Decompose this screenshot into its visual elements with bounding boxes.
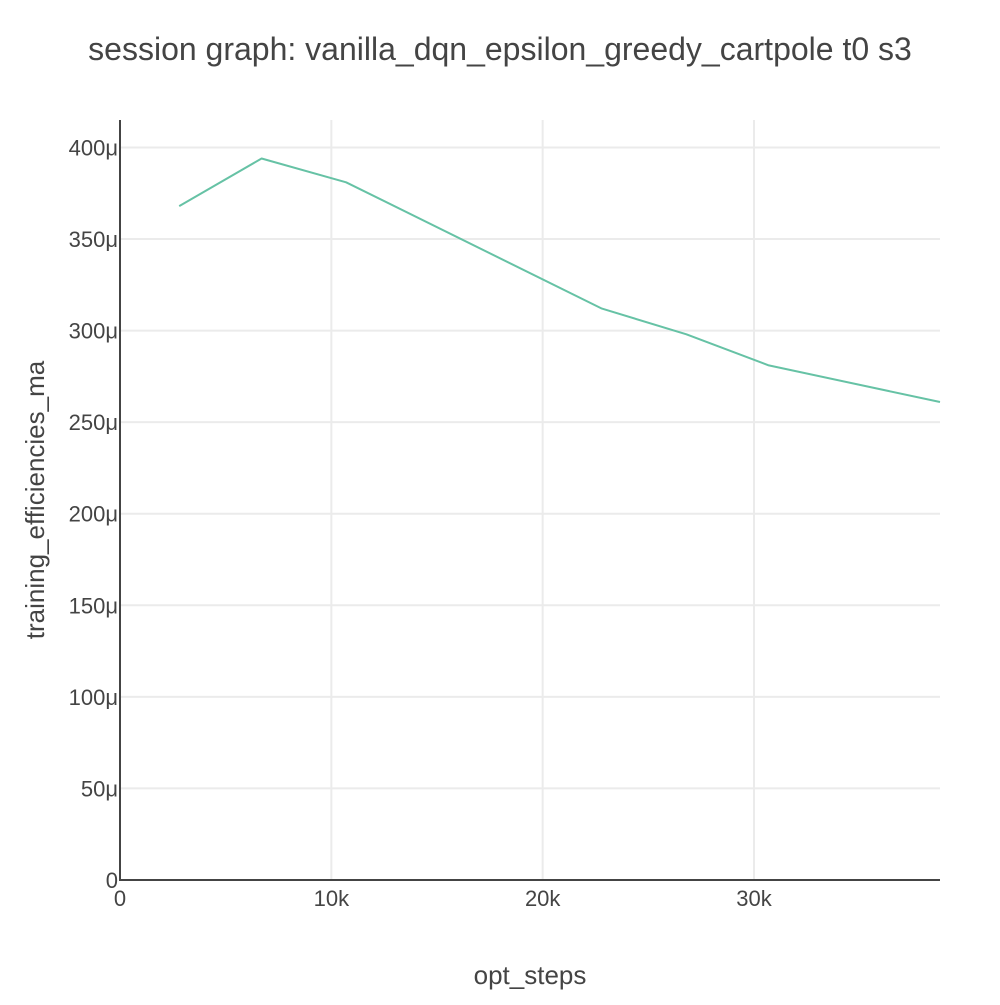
y-tick-label: 250μ: [69, 410, 118, 435]
y-tick-label: 150μ: [69, 593, 118, 618]
x-tick-label: 20k: [525, 886, 561, 911]
chart-title: session graph: vanilla_dqn_epsilon_greed…: [88, 31, 912, 67]
x-tick-label: 0: [114, 886, 126, 911]
y-tick-label: 50μ: [81, 776, 118, 801]
series-layer: [179, 158, 940, 402]
x-tick-label: 30k: [736, 886, 772, 911]
grid-lines: [120, 120, 940, 880]
x-axis-title: opt_steps: [474, 960, 587, 990]
series-line: [179, 159, 940, 403]
y-tick-label: 400μ: [69, 135, 118, 160]
y-tick-label: 200μ: [69, 502, 118, 527]
x-tick-label: 10k: [314, 886, 350, 911]
y-tick-label: 350μ: [69, 227, 118, 252]
y-axis-title: training_efficiencies_ma: [20, 360, 50, 639]
axes: [119, 120, 940, 881]
y-tick-label: 300μ: [69, 319, 118, 344]
y-tick-label: 100μ: [69, 685, 118, 710]
